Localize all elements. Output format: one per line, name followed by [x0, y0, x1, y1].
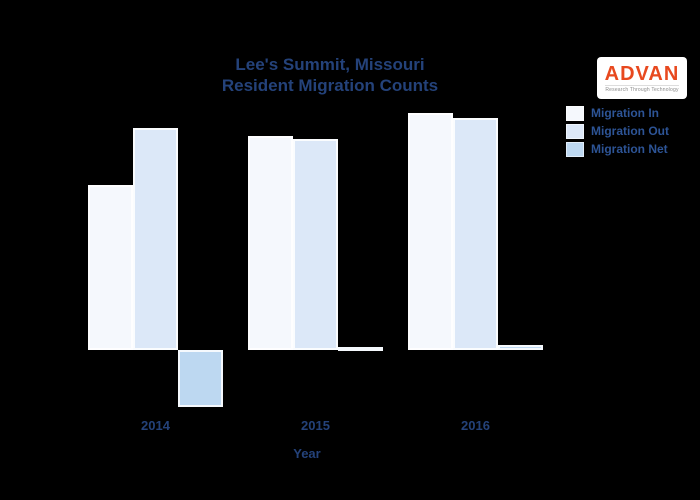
chart-title-line1: Lee's Summit, Missouri: [235, 55, 425, 74]
chart-title-line2: Resident Migration Counts: [221, 76, 439, 95]
legend-label-migration-net: Migration Net: [591, 142, 668, 156]
legend-item-migration-out: Migration Out: [566, 122, 669, 140]
bar-migration-out-2014: [133, 128, 178, 350]
bar-migration-in-2015: [248, 136, 293, 350]
x-tick-label-2016: 2016: [461, 418, 490, 433]
x-axis-title: Year: [293, 446, 321, 461]
legend: Migration In Migration Out Migration Net: [566, 104, 669, 158]
bar-migration-in-2016: [408, 113, 453, 350]
bar-migration-out-2015: [293, 139, 338, 350]
bar-migration-net-2016: [498, 345, 543, 350]
x-tick-label-2015: 2015: [301, 418, 330, 433]
legend-label-migration-in: Migration In: [591, 106, 659, 120]
legend-swatch-migration-out: [566, 123, 584, 139]
x-tick-label-2014: 2014: [141, 418, 170, 433]
legend-swatch-migration-net: [566, 141, 584, 157]
bar-migration-net-2015: [338, 347, 383, 351]
legend-item-migration-net: Migration Net: [566, 140, 669, 158]
legend-item-migration-in: Migration In: [566, 104, 669, 122]
chart-title: Lee's Summit, Missouri Resident Migratio…: [130, 54, 530, 96]
legend-swatch-migration-in: [566, 105, 584, 121]
advan-logo-tagline: Research Through Technology: [605, 84, 679, 93]
advan-logo: ADVAN Research Through Technology: [597, 57, 687, 99]
advan-logo-wordmark: ADVAN: [604, 62, 680, 85]
bar-migration-out-2016: [453, 118, 498, 350]
bar-migration-in-2014: [88, 185, 133, 350]
legend-label-migration-out: Migration Out: [591, 124, 669, 138]
bar-migration-net-2014: [178, 350, 223, 407]
